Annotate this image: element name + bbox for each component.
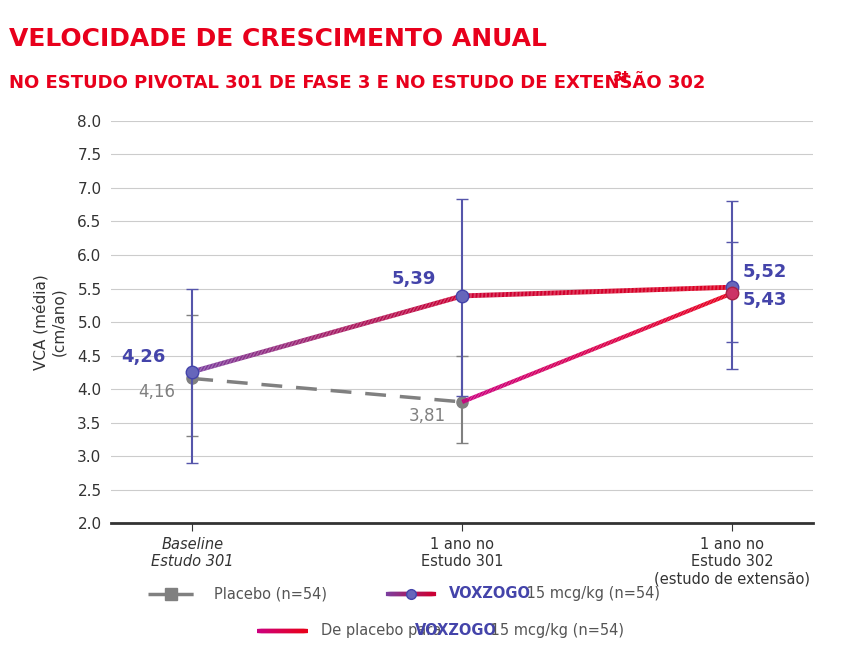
Text: NO ESTUDO PIVOTAL 301 DE FASE 3 E NO ESTUDO DE EXTENSÃO 302: NO ESTUDO PIVOTAL 301 DE FASE 3 E NO EST… (9, 74, 705, 92)
Text: 4,16: 4,16 (139, 383, 175, 401)
Text: 4,26: 4,26 (122, 348, 166, 366)
Text: 5,39: 5,39 (391, 270, 436, 288)
Text: 3†: 3† (612, 70, 628, 85)
Text: 5,43: 5,43 (742, 291, 787, 309)
Text: VOXZOGO: VOXZOGO (415, 623, 497, 638)
Text: Placebo (n=54): Placebo (n=54) (214, 586, 327, 601)
Text: 15 mcg/kg (n=54): 15 mcg/kg (n=54) (486, 623, 624, 638)
Text: 3,81: 3,81 (408, 407, 446, 425)
Text: De placebo para: De placebo para (321, 623, 446, 638)
Text: VELOCIDADE DE CRESCIMENTO ANUAL: VELOCIDADE DE CRESCIMENTO ANUAL (9, 27, 546, 51)
Text: 5,52: 5,52 (742, 263, 787, 281)
Text: VOXZOGO: VOXZOGO (449, 586, 532, 601)
Y-axis label: VCA (média)
(cm/ano): VCA (média) (cm/ano) (33, 274, 66, 370)
Text: 15 mcg/kg (n=54): 15 mcg/kg (n=54) (522, 586, 660, 601)
